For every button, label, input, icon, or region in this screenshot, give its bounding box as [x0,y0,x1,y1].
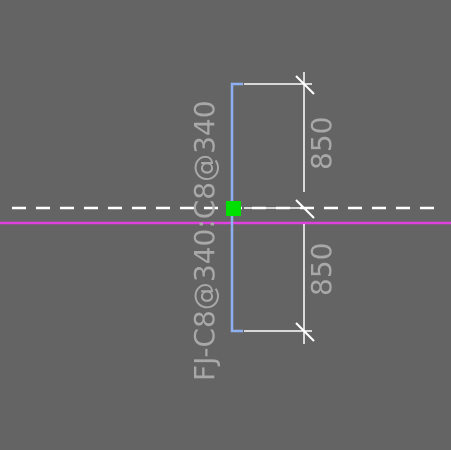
dimension-tick-top [295,75,315,95]
dimension-text-lower[interactable]: 850 [305,243,338,296]
dimension-text-upper[interactable]: 850 [305,117,338,170]
grip-point[interactable] [226,201,241,216]
rebar-label[interactable]: FJ-C8@340:C8@340 [188,100,221,381]
dimension-tick-middle [295,199,315,219]
dimension-tick-bottom [295,322,315,342]
